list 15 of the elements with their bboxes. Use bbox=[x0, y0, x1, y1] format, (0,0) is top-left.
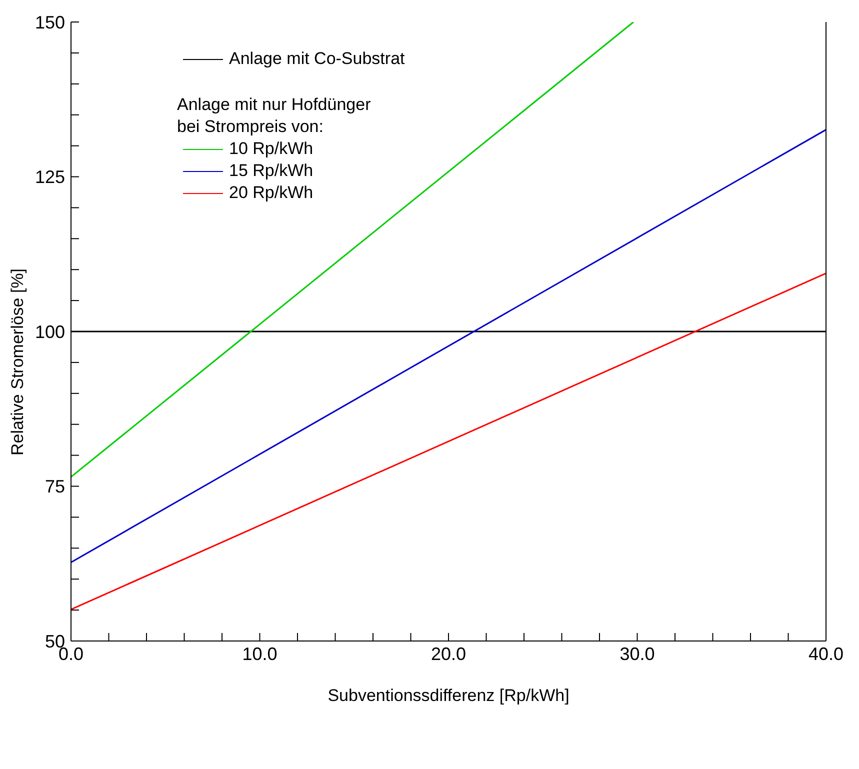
x-tick-label: 30.0 bbox=[620, 644, 655, 664]
legend-label: Anlage mit Co-Substrat bbox=[229, 48, 405, 70]
legend-label: 15 Rp/kWh bbox=[229, 160, 314, 182]
legend-label: 20 Rp/kWh bbox=[229, 182, 314, 204]
legend-label: 10 Rp/kWh bbox=[229, 138, 314, 160]
y-tick-label: 150 bbox=[34, 12, 65, 32]
legend-title: Anlage mit nur Hofdünger bei Strompreis von: bbox=[177, 94, 372, 138]
y-tick-label: 75 bbox=[44, 476, 65, 497]
x-axis-title: Subventionssdifferenz [Rp/kWh] bbox=[328, 686, 570, 705]
x-tick-label: 10.0 bbox=[242, 644, 278, 664]
y-axis-title: Relative Stromerlöse [%] bbox=[8, 268, 28, 456]
x-tick-label: 20.0 bbox=[430, 644, 466, 664]
y-tick-label: 125 bbox=[34, 167, 65, 188]
x-tick-label: 40.0 bbox=[808, 644, 844, 664]
y-tick-label: 100 bbox=[34, 322, 65, 342]
